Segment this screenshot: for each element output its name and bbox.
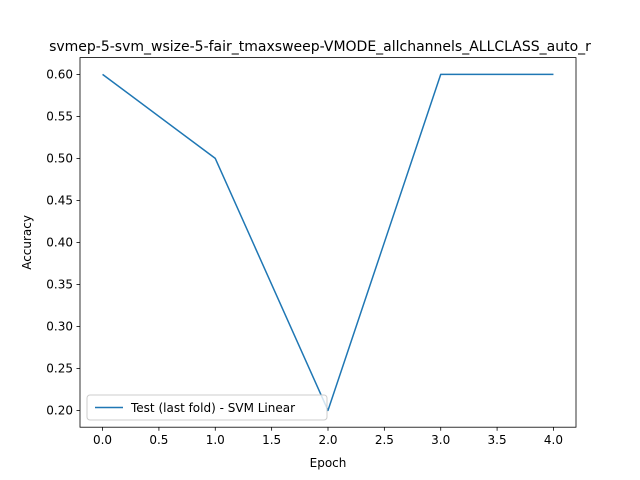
y-tick-label: 0.25 bbox=[46, 362, 73, 376]
series-line bbox=[102, 73, 554, 412]
x-tick-label: 2.5 bbox=[375, 433, 394, 447]
y-tick-label: 0.35 bbox=[46, 278, 73, 292]
y-axis-ticks: 0.20 0.25 0.30 0.35 0.40 0.45 0.50 0.55 0.60 bbox=[46, 68, 80, 418]
x-tick-label: 3.5 bbox=[488, 433, 507, 447]
x-tick-label: 1.0 bbox=[206, 433, 225, 447]
legend: Test (last fold) - SVM Linear bbox=[86, 394, 328, 421]
y-tick-label: 0.30 bbox=[46, 320, 73, 334]
chart-title: svmep-5-svm_wsize-5-fair_tmaxsweep-VMODE… bbox=[49, 39, 591, 55]
legend-box bbox=[86, 394, 328, 421]
y-axis-label: Accuracy bbox=[20, 215, 34, 270]
x-tick-label: 0.5 bbox=[149, 433, 168, 447]
legend-label: Test (last fold) - SVM Linear bbox=[130, 401, 295, 415]
x-tick-label: 3.0 bbox=[431, 433, 450, 447]
y-tick-label: 0.55 bbox=[46, 110, 73, 124]
y-tick-label: 0.45 bbox=[46, 194, 73, 208]
x-axis-ticks: 0.0 0.5 1.0 1.5 2.0 2.5 3.0 3.5 4.0 bbox=[93, 427, 563, 447]
x-axis-label: Epoch bbox=[310, 456, 347, 470]
y-tick-label: 0.40 bbox=[46, 236, 73, 250]
y-tick-label: 0.60 bbox=[46, 68, 73, 82]
plot-series bbox=[102, 73, 554, 412]
x-tick-label: 0.0 bbox=[93, 433, 112, 447]
x-tick-label: 2.0 bbox=[318, 433, 337, 447]
y-tick-label: 0.50 bbox=[46, 152, 73, 166]
y-tick-label: 0.20 bbox=[46, 404, 73, 418]
x-tick-label: 1.5 bbox=[262, 433, 281, 447]
x-tick-label: 4.0 bbox=[544, 433, 563, 447]
